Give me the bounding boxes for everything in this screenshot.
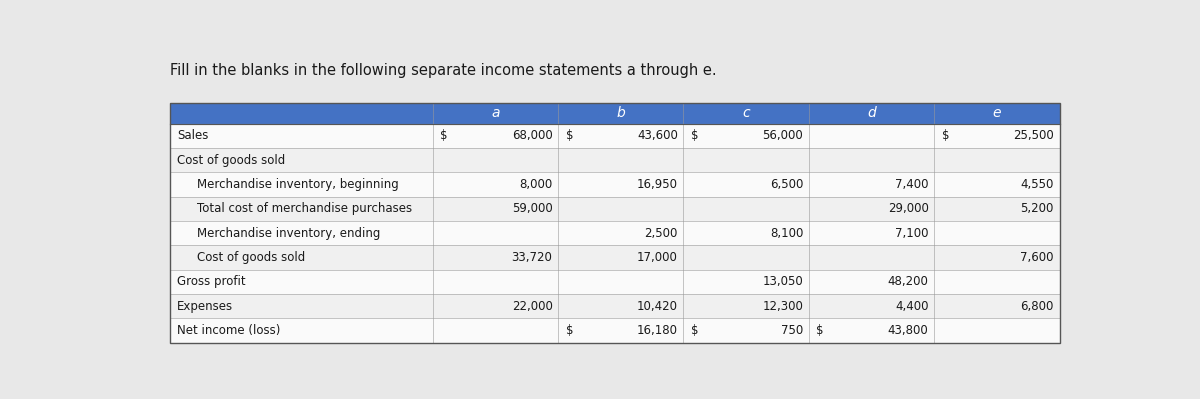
Text: d: d [868, 107, 876, 120]
Text: 7,600: 7,600 [1020, 251, 1054, 264]
Text: 16,950: 16,950 [637, 178, 678, 191]
Bar [170, 270, 1060, 294]
Text: 13,050: 13,050 [762, 275, 803, 288]
Text: a: a [491, 107, 499, 120]
Text: c: c [743, 107, 750, 120]
Text: Merchandise inventory, beginning: Merchandise inventory, beginning [198, 178, 400, 191]
Text: Net income (loss): Net income (loss) [176, 324, 281, 337]
Text: 6,500: 6,500 [770, 178, 803, 191]
Text: 17,000: 17,000 [637, 251, 678, 264]
Text: Total cost of merchandise purchases: Total cost of merchandise purchases [198, 202, 413, 215]
Text: 43,600: 43,600 [637, 129, 678, 142]
Text: $: $ [691, 324, 698, 337]
Text: 59,000: 59,000 [511, 202, 552, 215]
Text: 48,200: 48,200 [888, 275, 929, 288]
Text: 68,000: 68,000 [511, 129, 552, 142]
Text: Expenses: Expenses [176, 300, 233, 313]
Text: 8,100: 8,100 [770, 227, 803, 240]
Text: 2,500: 2,500 [644, 227, 678, 240]
Bar [170, 148, 1060, 172]
Bar [170, 103, 1060, 124]
Text: 12,300: 12,300 [762, 300, 803, 313]
Text: 7,100: 7,100 [895, 227, 929, 240]
Text: 56,000: 56,000 [762, 129, 803, 142]
Text: Sales: Sales [176, 129, 209, 142]
Text: $: $ [942, 129, 949, 142]
Bar [170, 245, 1060, 270]
Text: Gross profit: Gross profit [176, 275, 246, 288]
Text: $: $ [691, 129, 698, 142]
Text: $: $ [565, 324, 574, 337]
Text: 25,500: 25,500 [1013, 129, 1054, 142]
Text: $: $ [816, 324, 823, 337]
Bar [170, 197, 1060, 221]
Text: Fill in the blanks in the following separate income statements a through e.: Fill in the blanks in the following sepa… [170, 63, 718, 78]
Bar [170, 172, 1060, 197]
Text: 4,550: 4,550 [1020, 178, 1054, 191]
Bar [170, 294, 1060, 318]
Text: 750: 750 [781, 324, 803, 337]
Text: 33,720: 33,720 [511, 251, 552, 264]
Text: b: b [617, 107, 625, 120]
Text: Cost of goods sold: Cost of goods sold [198, 251, 306, 264]
Text: 29,000: 29,000 [888, 202, 929, 215]
Text: $: $ [565, 129, 574, 142]
Text: e: e [992, 107, 1001, 120]
Text: $: $ [440, 129, 448, 142]
Text: 16,180: 16,180 [637, 324, 678, 337]
Bar [170, 221, 1060, 245]
Text: 10,420: 10,420 [637, 300, 678, 313]
Bar [170, 318, 1060, 343]
Text: 4,400: 4,400 [895, 300, 929, 313]
Text: 5,200: 5,200 [1020, 202, 1054, 215]
Text: 7,400: 7,400 [895, 178, 929, 191]
Text: 8,000: 8,000 [520, 178, 552, 191]
Bar [170, 103, 1060, 343]
Text: 6,800: 6,800 [1020, 300, 1054, 313]
Bar [170, 124, 1060, 148]
Text: Merchandise inventory, ending: Merchandise inventory, ending [198, 227, 380, 240]
Text: Cost of goods sold: Cost of goods sold [176, 154, 286, 167]
Text: 43,800: 43,800 [888, 324, 929, 337]
Text: 22,000: 22,000 [511, 300, 552, 313]
